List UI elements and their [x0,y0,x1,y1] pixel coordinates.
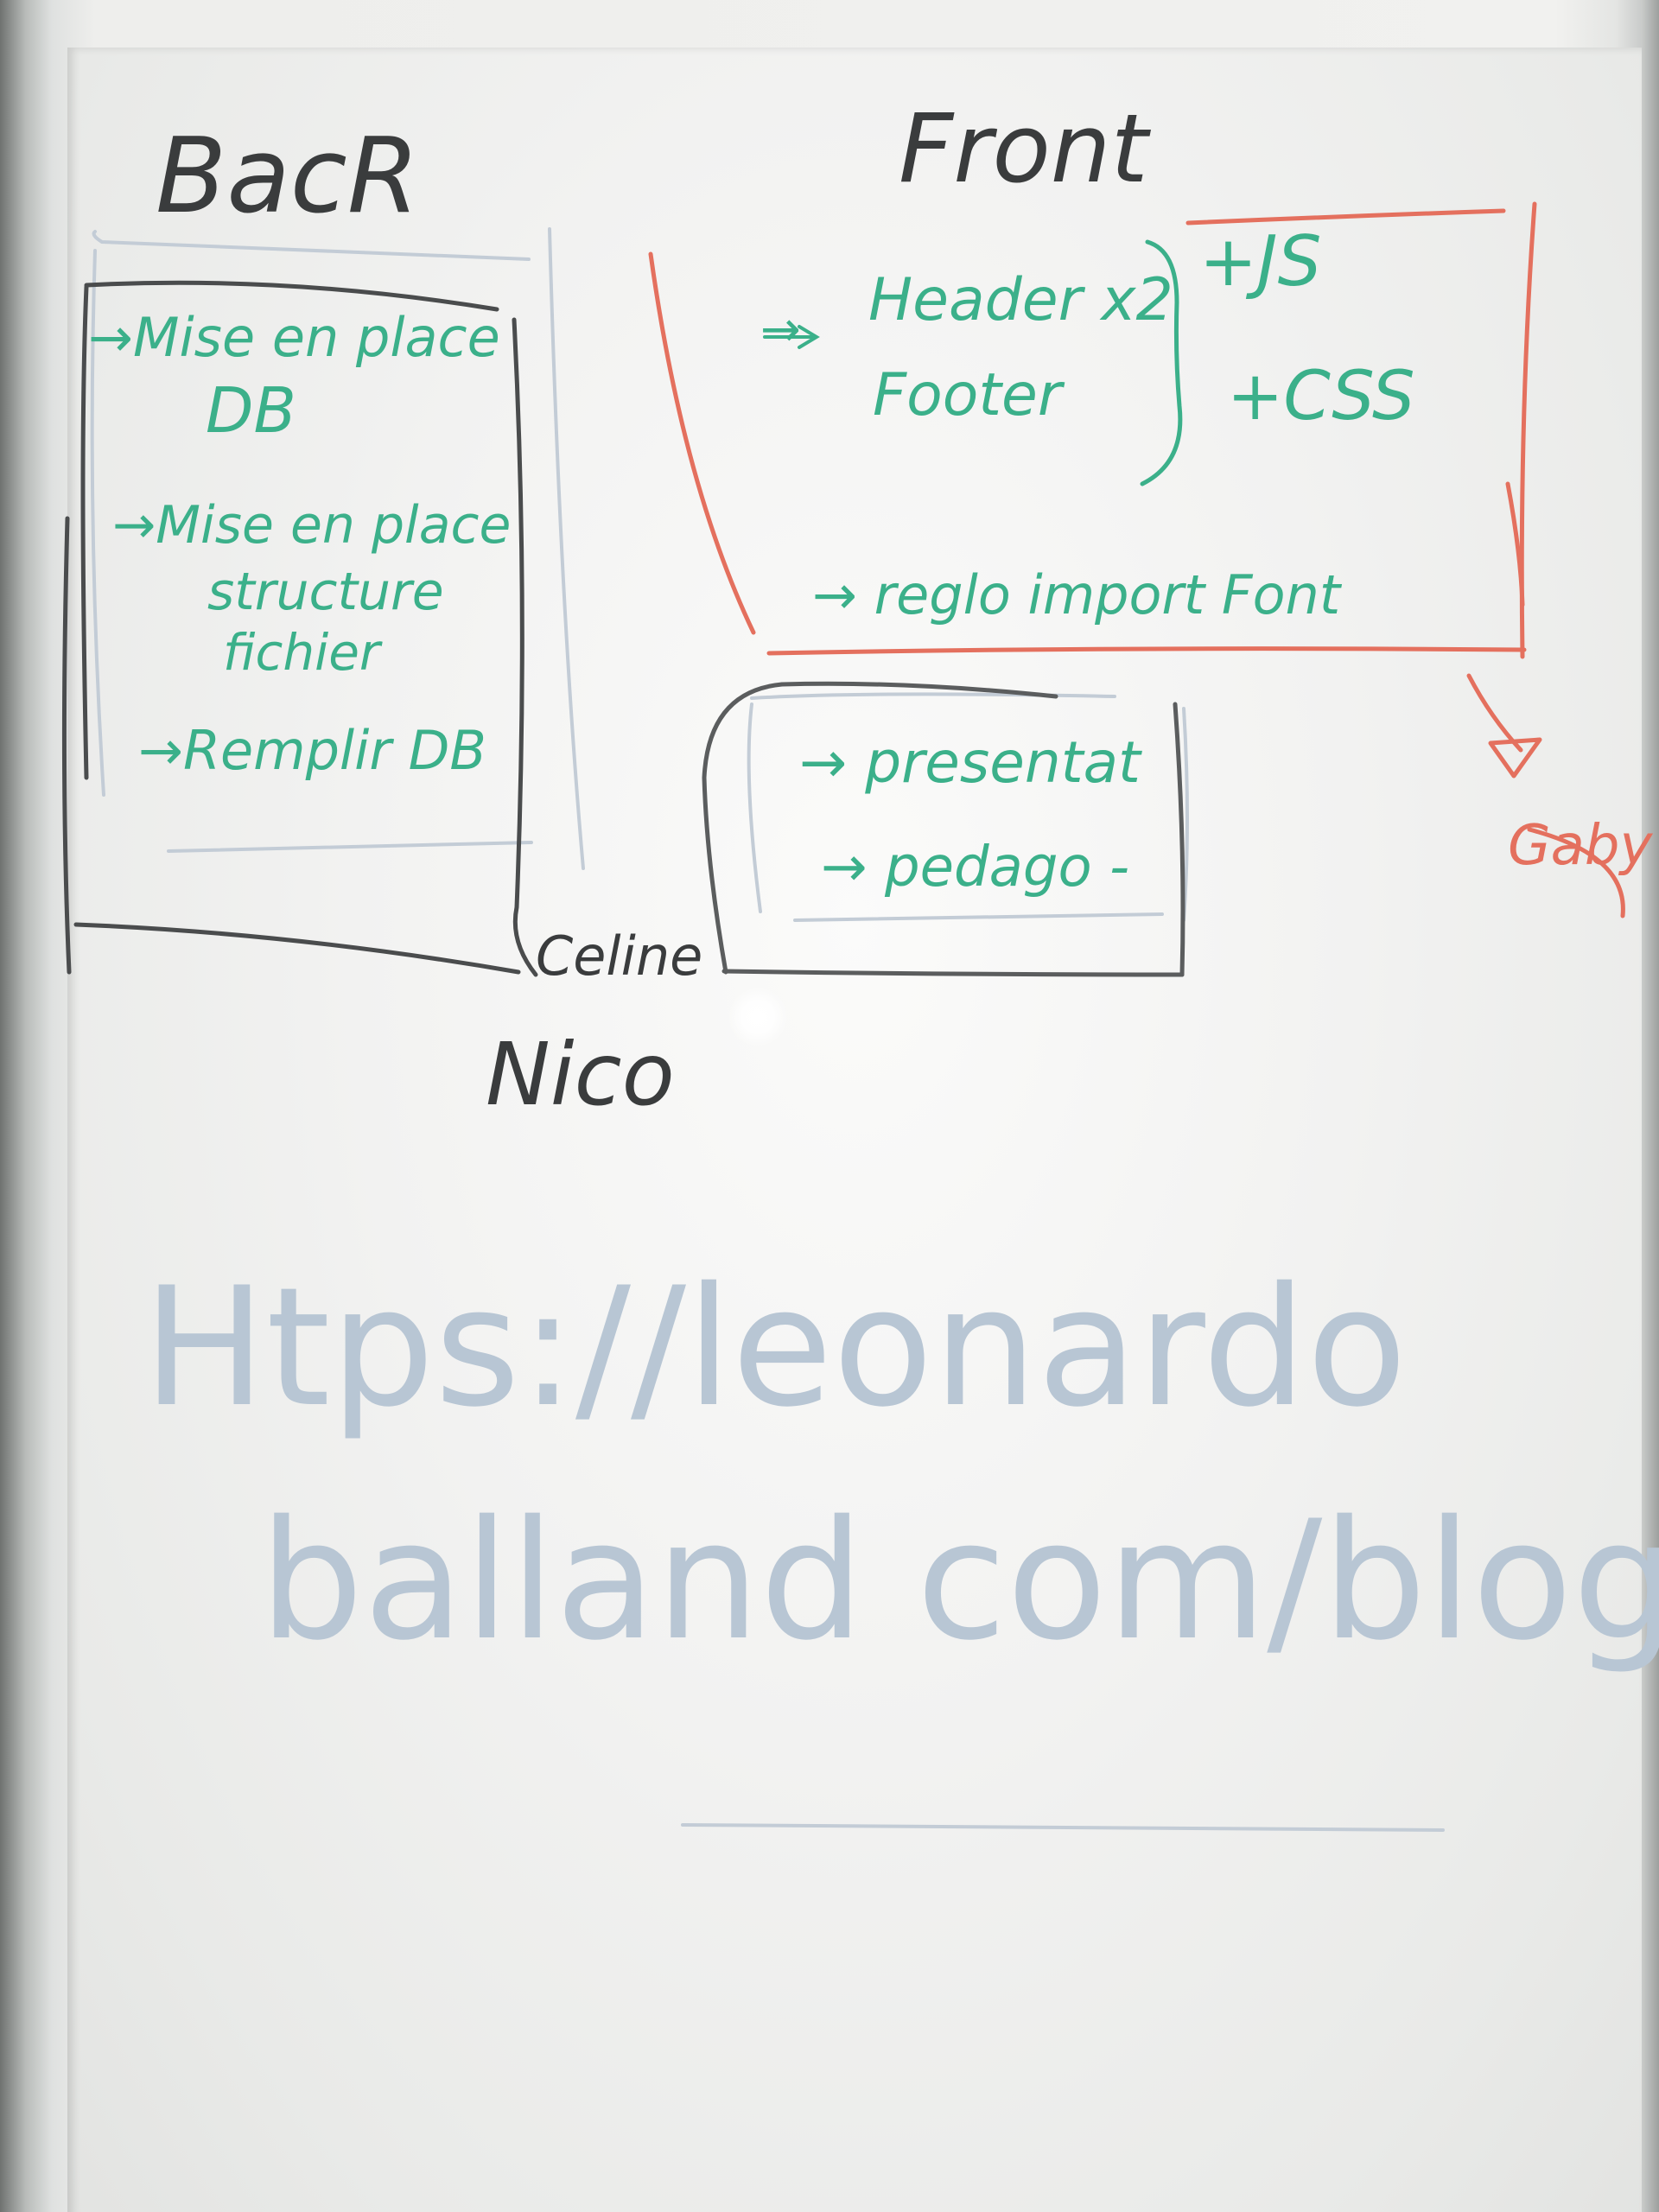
front-title: Front [899,93,1152,204]
arrow-strokes [763,325,820,349]
back-item-1b: DB [206,374,296,447]
url-line-2: balland com/blog [259,1485,1659,1676]
front-item-js: +JS [1199,221,1321,302]
back-title: BacR [156,117,419,237]
front-item-css: +CSS [1227,358,1415,435]
front-item-header: Header x2 [868,266,1173,334]
front-box [648,201,1625,918]
back-item-3: →Remplir DB [138,719,486,782]
front-arrow: → [760,302,801,358]
front-item-footer: Footer [873,361,1065,429]
back-item-2b: structure [207,562,444,622]
back-item-1: →Mise en place [88,306,500,369]
back-item-2: →Mise en place [112,495,511,556]
back-item-2c: fichier [223,623,383,682]
front-item-font: → reglo import Font [812,563,1343,626]
ghost-lines [90,227,1445,1832]
back-box [61,280,538,977]
url-line-1: Htps://leonardo [143,1252,1407,1443]
back-owner: Nico [486,1024,675,1125]
middle-item-2: → pedago - [821,836,1129,899]
front-bracket [1140,239,1183,486]
front-owner: Gaby [1508,814,1653,878]
whiteboard-surface [67,48,1642,2212]
light-glare [728,987,788,1047]
middle-owner: Celine [536,925,702,988]
middle-box [702,681,1185,977]
middle-item-1: → presentat [799,729,1142,796]
